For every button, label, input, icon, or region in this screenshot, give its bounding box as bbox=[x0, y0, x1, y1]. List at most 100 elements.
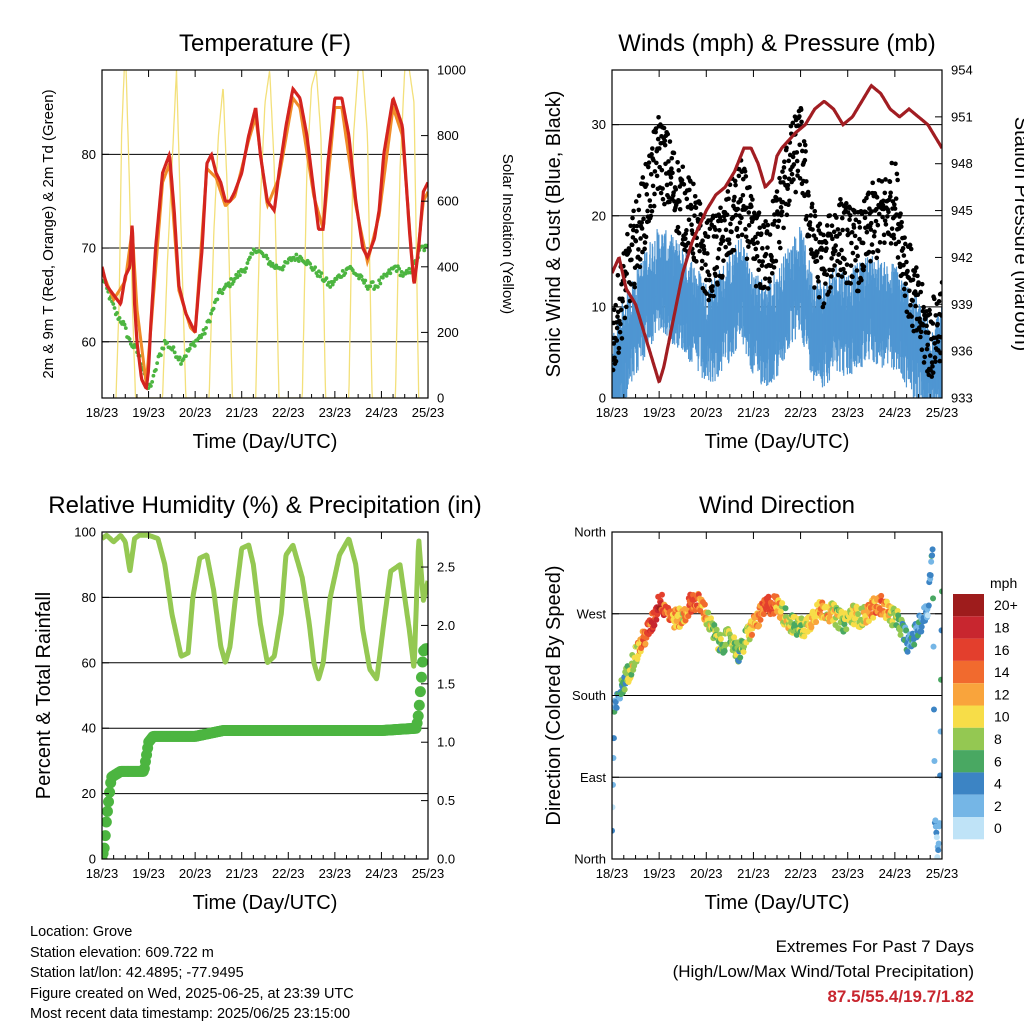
x-tick-label: 25/23 bbox=[926, 405, 959, 420]
dewpoint-point bbox=[227, 284, 232, 289]
gust-point bbox=[786, 202, 791, 208]
gust-point bbox=[924, 323, 929, 329]
gust-point bbox=[683, 236, 688, 241]
gust-point bbox=[659, 167, 665, 173]
y2-tick-label: 942 bbox=[951, 250, 973, 265]
direction-point bbox=[621, 686, 628, 693]
gust-point bbox=[912, 289, 918, 294]
direction-point bbox=[897, 631, 904, 638]
plot-area bbox=[102, 532, 428, 859]
direction-point bbox=[740, 648, 747, 655]
dewpoint-point bbox=[165, 340, 170, 345]
direction-point bbox=[808, 624, 815, 631]
gust-point bbox=[789, 171, 795, 177]
y-tick-label: 0 bbox=[89, 852, 96, 867]
gust-point bbox=[924, 346, 930, 352]
gust-point bbox=[614, 338, 620, 343]
y-tick-label: 100 bbox=[74, 525, 96, 540]
dewpoint-point bbox=[171, 345, 176, 349]
gust-point bbox=[861, 267, 866, 273]
chart-title: Wind Direction bbox=[699, 492, 855, 519]
gust-point bbox=[628, 223, 633, 229]
x-tick-label: 22/23 bbox=[784, 866, 817, 881]
gust-point bbox=[739, 232, 745, 238]
gust-point bbox=[660, 186, 665, 191]
y-tick-label: 20 bbox=[592, 208, 606, 223]
y2-axis-label: Solar Insolation (Yellow) bbox=[499, 154, 516, 314]
gust-point bbox=[855, 253, 860, 259]
recent-text: Most recent data timestamp: 2025/06/25 2… bbox=[30, 1006, 351, 1022]
gust-point bbox=[637, 257, 643, 262]
legend-swatch bbox=[953, 660, 984, 684]
gust-point bbox=[889, 226, 895, 231]
gust-point bbox=[834, 215, 839, 220]
gust-point bbox=[657, 146, 662, 151]
direction-point bbox=[930, 595, 937, 602]
gust-point bbox=[668, 181, 673, 186]
gust-point bbox=[877, 211, 882, 217]
gust-point bbox=[835, 227, 841, 232]
gust-point bbox=[903, 281, 908, 287]
gust-point bbox=[709, 288, 715, 294]
direction-point bbox=[918, 628, 925, 635]
gust-point bbox=[629, 257, 634, 263]
gust-point bbox=[790, 120, 796, 126]
gust-point bbox=[654, 173, 660, 179]
x-tick-label: 24/23 bbox=[879, 405, 912, 420]
gust-point bbox=[873, 218, 879, 224]
gust-point bbox=[937, 358, 942, 364]
dewpoint-point bbox=[264, 253, 269, 258]
gust-point bbox=[821, 232, 826, 238]
gust-point bbox=[684, 196, 690, 202]
direction-point bbox=[765, 593, 772, 600]
gust-point bbox=[921, 304, 926, 310]
direction-point bbox=[801, 633, 808, 640]
gust-point bbox=[767, 232, 773, 237]
y-tick-label: East bbox=[580, 770, 606, 785]
gust-point bbox=[660, 196, 666, 202]
legend-label: 4 bbox=[994, 776, 1002, 792]
gust-point bbox=[935, 321, 940, 327]
gust-point bbox=[751, 241, 757, 247]
gust-point bbox=[693, 205, 699, 211]
gust-point bbox=[833, 243, 838, 248]
gust-point bbox=[645, 208, 650, 214]
gust-point bbox=[729, 229, 734, 235]
gust-point bbox=[850, 250, 856, 256]
dewpoint-point bbox=[248, 255, 252, 260]
gust-point bbox=[656, 114, 661, 120]
gust-point bbox=[802, 157, 808, 163]
gust-point bbox=[681, 182, 687, 187]
x-tick-label: 24/23 bbox=[365, 405, 398, 420]
gust-point bbox=[625, 231, 630, 237]
gust-point bbox=[661, 125, 667, 131]
x-axis-label: Time (Day/UTC) bbox=[193, 892, 338, 914]
gust-point bbox=[744, 256, 750, 262]
gust-point bbox=[882, 218, 888, 223]
gust-point bbox=[677, 206, 683, 212]
gust-point bbox=[737, 220, 743, 225]
gust-point bbox=[907, 288, 912, 294]
chart-1: 18/23 19/23 20/23 21/23 22/23 23/23 24/23 25/23… bbox=[543, 30, 1024, 453]
gust-point bbox=[740, 192, 746, 198]
dewpoint-point bbox=[422, 248, 427, 253]
gust-point bbox=[651, 157, 656, 163]
speed-legend: mph 20+ 18 16 14 12 10 8 6 4 2 0 bbox=[953, 575, 1018, 840]
dewpoint-point bbox=[394, 269, 399, 274]
dewpoint-point bbox=[340, 269, 345, 273]
gust-point bbox=[667, 139, 673, 144]
gust-point bbox=[756, 210, 762, 216]
gust-point bbox=[827, 213, 833, 218]
direction-point bbox=[841, 621, 848, 628]
direction-point bbox=[931, 757, 938, 764]
gust-point bbox=[612, 341, 617, 346]
gust-point bbox=[812, 285, 817, 290]
series-2m-temperature bbox=[102, 85, 428, 391]
gust-point bbox=[853, 217, 859, 223]
dewpoint-point bbox=[127, 337, 132, 341]
gust-point bbox=[899, 219, 904, 225]
gust-point bbox=[694, 259, 699, 264]
gust-point bbox=[616, 345, 622, 351]
gust-point bbox=[902, 235, 907, 240]
gust-point bbox=[839, 247, 844, 253]
